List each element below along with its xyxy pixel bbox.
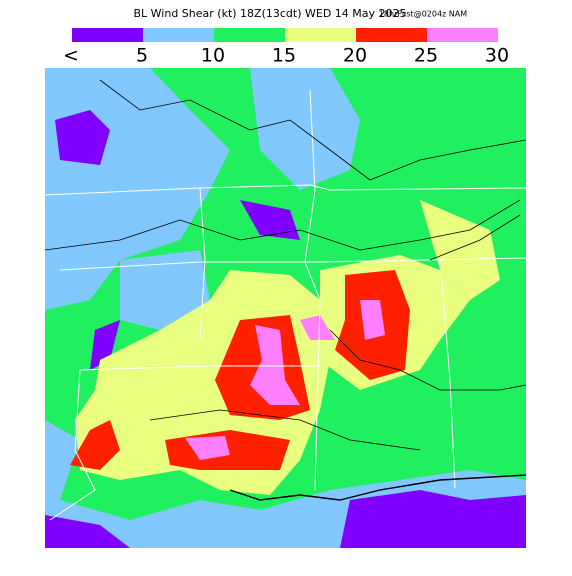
field-region: [300, 315, 335, 340]
field-region: [250, 325, 300, 405]
field-region: [340, 490, 526, 548]
contour-lines: [44, 79, 527, 501]
field-region: [120, 250, 210, 330]
colorbar-label: 25: [414, 45, 438, 67]
field-region: [55, 110, 110, 165]
field-region: [70, 420, 120, 470]
state-borders: [44, 89, 527, 521]
title: BL Wind Shear (kt) 18Z(13cdt) WED 14 May…: [133, 7, 406, 20]
colorbar-label: 15: [272, 45, 296, 67]
colorbar-segment: [214, 28, 285, 42]
colorbar-segment: [356, 28, 427, 42]
field-region: [185, 436, 230, 460]
field-region: [240, 200, 300, 240]
colorbar-label: 20: [343, 45, 367, 67]
field-region: [45, 515, 130, 548]
map: [44, 68, 527, 548]
field-region: [250, 68, 360, 190]
colorbar-segment: [427, 28, 498, 42]
subtitle: 18hrFcst@0204z NAM: [379, 10, 467, 19]
colorbar-label: 10: [201, 45, 225, 67]
colorbar-segment: [143, 28, 214, 42]
field-region: [360, 300, 385, 340]
colorbar-label: 30: [485, 45, 509, 67]
colorbar-segment: [285, 28, 356, 42]
colorbar-label: <: [63, 45, 79, 67]
field-region: [420, 200, 500, 300]
field-region: [90, 320, 120, 370]
colorbar-segment: [72, 28, 143, 42]
colorbar: <5 10 15 20 25 30: [63, 28, 509, 67]
colorbar-label: 5: [136, 45, 148, 67]
